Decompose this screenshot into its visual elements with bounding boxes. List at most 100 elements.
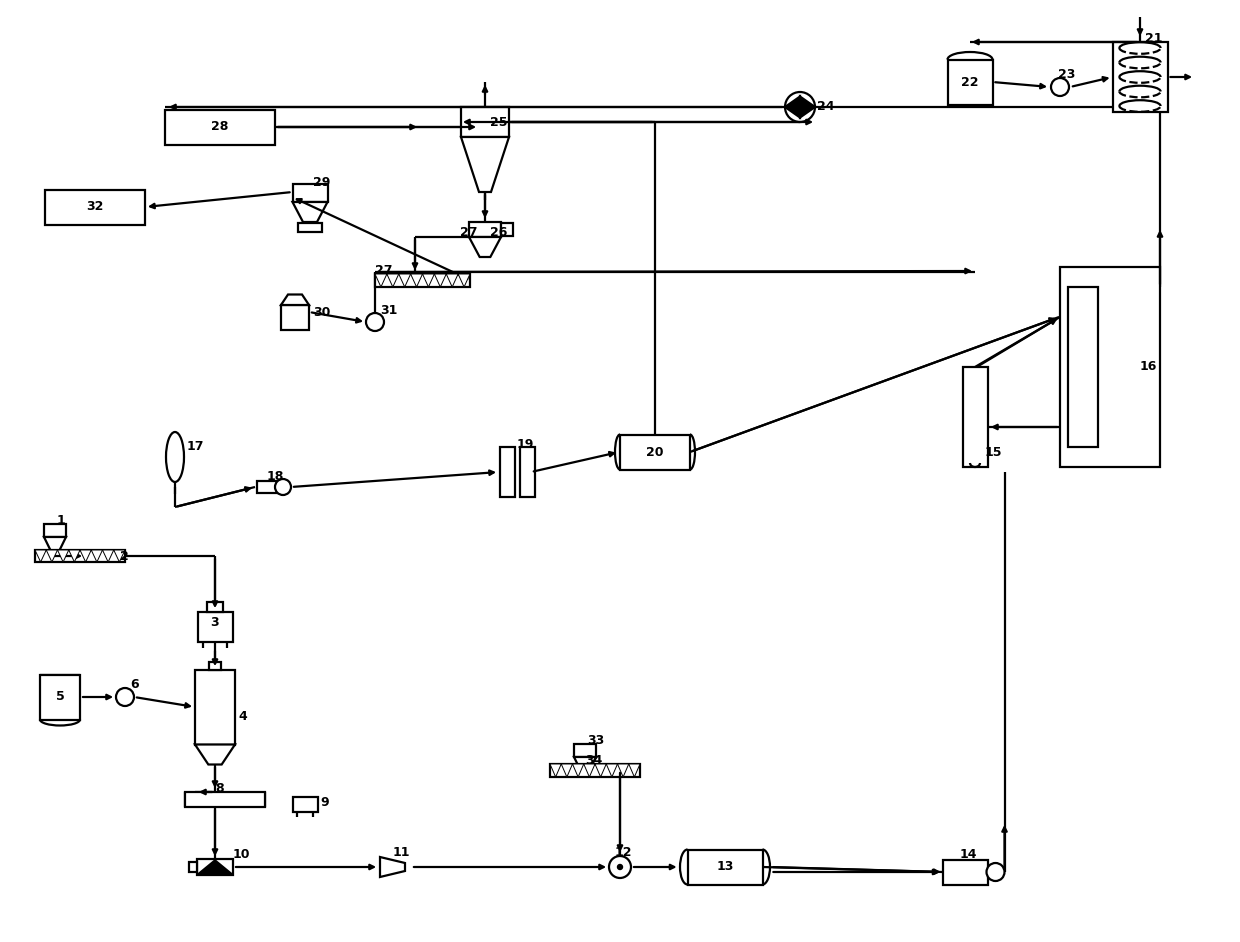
Text: 17: 17 <box>187 441 205 453</box>
Circle shape <box>275 479 291 495</box>
Text: 18: 18 <box>267 469 284 482</box>
Bar <box>501 223 513 236</box>
Text: 25: 25 <box>490 116 507 128</box>
Bar <box>374 274 470 287</box>
Text: 26: 26 <box>490 225 507 238</box>
Circle shape <box>987 863 1004 881</box>
Text: 27: 27 <box>460 225 477 238</box>
Polygon shape <box>785 96 800 118</box>
Polygon shape <box>43 537 66 552</box>
Text: 12: 12 <box>615 846 632 858</box>
Bar <box>43 524 66 537</box>
Text: 21: 21 <box>1145 33 1163 45</box>
Polygon shape <box>434 274 446 287</box>
Text: 13: 13 <box>717 860 734 873</box>
Polygon shape <box>399 274 410 287</box>
Bar <box>197 612 233 642</box>
Polygon shape <box>281 295 309 305</box>
Polygon shape <box>574 757 596 772</box>
Polygon shape <box>103 550 114 562</box>
Circle shape <box>609 856 631 878</box>
Polygon shape <box>423 274 434 287</box>
Text: 20: 20 <box>646 446 663 459</box>
Bar <box>947 59 992 105</box>
Polygon shape <box>293 202 327 222</box>
Bar <box>281 305 309 330</box>
Bar <box>45 190 145 225</box>
Text: 2: 2 <box>120 549 129 562</box>
Bar <box>293 184 327 202</box>
Polygon shape <box>618 764 629 777</box>
Text: 29: 29 <box>312 175 330 188</box>
Polygon shape <box>629 764 640 777</box>
Text: 22: 22 <box>961 75 978 89</box>
Text: 28: 28 <box>211 121 228 134</box>
Circle shape <box>366 313 384 331</box>
Bar <box>299 223 321 232</box>
Polygon shape <box>215 860 232 874</box>
Bar <box>185 792 265 807</box>
Polygon shape <box>446 274 458 287</box>
Bar <box>197 858 233 875</box>
Polygon shape <box>410 274 423 287</box>
Polygon shape <box>57 550 68 562</box>
Text: 34: 34 <box>585 755 603 768</box>
Bar <box>165 110 275 145</box>
Bar <box>620 434 689 469</box>
Bar <box>1068 287 1097 447</box>
Polygon shape <box>198 860 215 874</box>
Bar <box>40 674 81 720</box>
Bar <box>195 670 236 744</box>
Text: 32: 32 <box>87 201 104 214</box>
Bar <box>1060 267 1159 467</box>
Bar <box>551 764 640 777</box>
Polygon shape <box>606 764 618 777</box>
Circle shape <box>117 688 134 706</box>
Text: 24: 24 <box>817 101 835 113</box>
Bar <box>257 481 277 493</box>
Bar <box>500 447 515 497</box>
Circle shape <box>785 92 815 122</box>
Polygon shape <box>584 764 595 777</box>
Bar <box>207 602 223 612</box>
Bar <box>469 222 501 237</box>
Text: 6: 6 <box>130 678 139 691</box>
Polygon shape <box>92 550 103 562</box>
Text: 4: 4 <box>238 710 247 723</box>
Ellipse shape <box>166 432 184 482</box>
Polygon shape <box>374 274 387 287</box>
Text: 16: 16 <box>1140 361 1157 373</box>
Bar <box>942 859 987 885</box>
Circle shape <box>1052 78 1069 96</box>
Bar <box>962 367 987 467</box>
Text: 30: 30 <box>312 305 330 318</box>
Polygon shape <box>573 764 584 777</box>
Bar <box>1112 42 1168 112</box>
Polygon shape <box>461 137 508 192</box>
Text: 14: 14 <box>960 848 977 860</box>
Polygon shape <box>379 857 405 877</box>
Text: 15: 15 <box>985 446 1002 459</box>
Polygon shape <box>46 550 57 562</box>
Circle shape <box>618 865 622 869</box>
Bar <box>35 550 125 562</box>
Polygon shape <box>800 96 815 118</box>
Bar <box>210 661 221 670</box>
Text: 31: 31 <box>379 303 397 317</box>
Bar <box>574 744 596 757</box>
Bar <box>293 797 317 812</box>
Polygon shape <box>469 237 501 257</box>
Text: 9: 9 <box>320 795 329 808</box>
Text: 10: 10 <box>233 849 250 862</box>
Text: 33: 33 <box>587 735 604 748</box>
Polygon shape <box>551 764 562 777</box>
Text: 19: 19 <box>517 437 534 450</box>
Polygon shape <box>114 550 125 562</box>
Text: 8: 8 <box>215 783 223 795</box>
Bar <box>687 850 763 885</box>
Polygon shape <box>595 764 606 777</box>
Polygon shape <box>387 274 399 287</box>
Polygon shape <box>81 550 92 562</box>
Polygon shape <box>35 550 46 562</box>
Text: 11: 11 <box>393 846 410 858</box>
